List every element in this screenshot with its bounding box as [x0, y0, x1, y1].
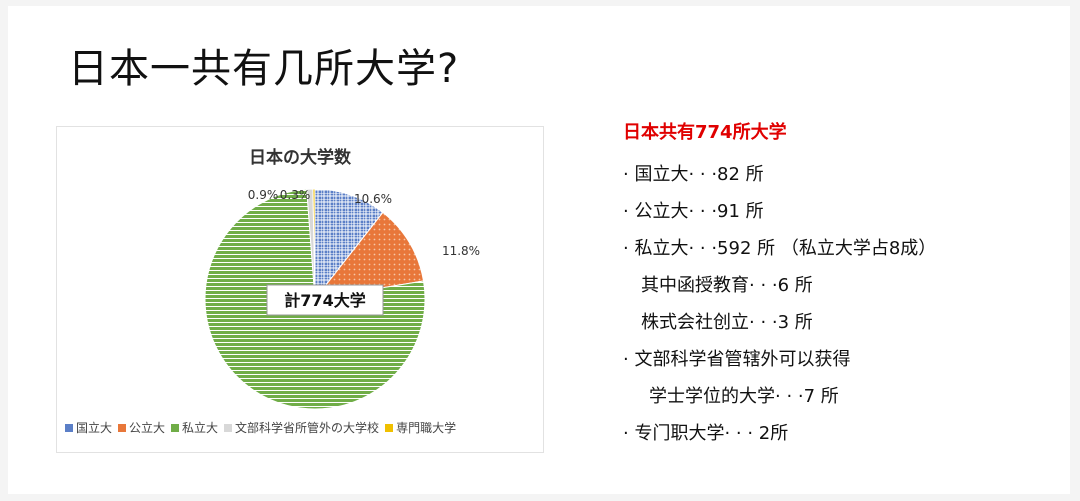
legend-label: 国立大 — [76, 421, 113, 435]
center-label: 計774大学 — [284, 291, 365, 310]
slice-value-label: 10.6% — [354, 192, 392, 206]
note-line: 学士学位的大学· · ·7 所 — [649, 386, 839, 407]
chart-title: 日本の大学数 — [249, 148, 351, 168]
legend-label: 公立大 — [129, 421, 166, 435]
pie-chart-panel: 日本の大学数 — [56, 126, 544, 453]
legend-label: 専門職大学 — [396, 421, 457, 435]
page-title: 日本一共有几所大学? — [68, 46, 460, 92]
legend-item: 公立大 — [118, 419, 165, 436]
legend-item: 私立大 — [171, 419, 218, 436]
slice-value-label: 11.8% — [442, 244, 480, 258]
legend-label: 文部科学省所管外の大学校 — [235, 421, 380, 435]
note-line: 株式会社创立· · ·3 所 — [641, 312, 813, 333]
note-line: · 国立大· · ·82 所 — [623, 164, 764, 185]
pie-slice-professional — [312, 188, 316, 300]
slice-value-label: 0.9% — [248, 188, 279, 202]
legend-item: 専門職大学 — [385, 419, 456, 436]
legend-swatch — [385, 423, 394, 432]
legend-item: 文部科学省所管外の大学校 — [224, 419, 379, 436]
legend-swatch — [224, 423, 233, 432]
notes-headline: 日本共有774所大学 — [623, 122, 787, 143]
slide: 日本一共有几所大学? 日本の大学数 — [8, 6, 1070, 494]
pie-chart: 10.6%11.8%76.5%0.9%0.3% 計774大学 — [204, 188, 480, 410]
note-line: · 专门职大学· · · 2所 — [623, 423, 789, 444]
center-label-box — [266, 284, 384, 316]
note-line: · 文部科学省管辖外可以获得 — [623, 349, 851, 370]
pie-slice-koritsu — [313, 211, 425, 300]
legend-swatch — [171, 423, 180, 432]
chart-legend: 国立大 公立大 私立大 文部科学省所管外の大学校 専門職大学 — [65, 419, 535, 436]
note-line: · 私立大· · ·592 所 （私立大学占8成） — [623, 238, 937, 259]
pie-slice-kokuritsu — [314, 188, 384, 301]
legend-swatch — [65, 423, 73, 432]
notes-panel: 日本共有774所大学 · 国立大· · ·82 所 · 公立大· · ·91 所… — [623, 118, 1063, 452]
note-line: · 公立大· · ·91 所 — [623, 201, 764, 222]
legend-item: 国立大 — [65, 419, 112, 436]
legend-label: 私立大 — [182, 421, 219, 435]
legend-swatch — [118, 423, 127, 432]
note-line: 其中函授教育· · ·6 所 — [641, 275, 813, 296]
slice-value-label: 0.3% — [280, 188, 311, 202]
